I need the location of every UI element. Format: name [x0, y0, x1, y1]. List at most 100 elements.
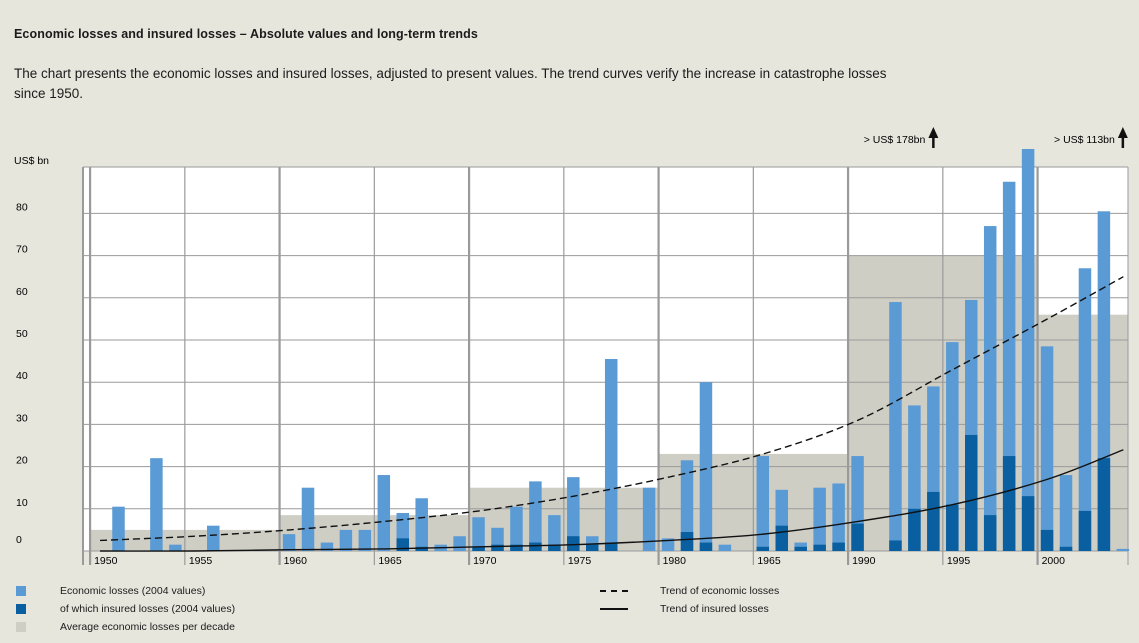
bar-economic-1973 — [529, 481, 542, 551]
bar-economic-1962 — [320, 542, 334, 551]
bar-insured-1970 — [472, 546, 485, 551]
y-axis: 0 10 20 30 40 50 60 70 80 — [16, 201, 28, 546]
bar-economic-1983 — [718, 544, 732, 551]
bar-economic-1989 — [832, 483, 845, 551]
bar-insured-1975 — [567, 536, 580, 551]
bar-economic-1967 — [415, 498, 428, 551]
bar-insured-2000 — [1040, 529, 1054, 551]
bar-insured-1977 — [604, 542, 618, 551]
bar-insured-1999 — [1021, 496, 1035, 551]
legend-trend-economic: Trend of economic losses — [600, 585, 779, 597]
y-tick-label-20: 20 — [16, 455, 28, 467]
legend-label-trend-economic: Trend of economic losses — [660, 585, 780, 597]
x-tick-label-1995: 1995 — [947, 555, 971, 567]
bar-economic-1969 — [453, 536, 466, 551]
bar-insured-1967 — [415, 546, 428, 551]
annotations-layer: > US$ 178bn > US$ 113bn — [864, 127, 1128, 148]
bar-economic-1997 — [983, 226, 997, 551]
bar-insured-1990 — [851, 523, 864, 551]
bar-insured-1987 — [794, 546, 807, 551]
bars-layer — [112, 149, 1130, 552]
y-tick-label-50: 50 — [16, 328, 28, 340]
y-tick-label-40: 40 — [16, 370, 28, 382]
bar-economic-1992 — [889, 302, 902, 551]
x-tick-label-1985: 1965 — [757, 555, 781, 567]
bar-insured-1993 — [908, 508, 921, 551]
bar-insured-1988 — [813, 544, 826, 551]
bar-economic-1999 — [1021, 149, 1035, 551]
trend-layer — [100, 276, 1124, 552]
bar-economic-1961 — [301, 487, 315, 551]
bar-economic-1988 — [813, 487, 826, 551]
legend-line-dashed — [600, 590, 628, 592]
legend-economic: Economic losses (2004 values) — [16, 585, 205, 597]
bar-economic-1981 — [680, 460, 694, 551]
bar-economic-1972 — [510, 506, 523, 551]
bar-insured-2001 — [1059, 546, 1073, 551]
annotation-arrow-head-1994 — [928, 127, 939, 138]
annotation-label-2004: > US$ 113bn — [1054, 134, 1115, 146]
trend-line-economic — [100, 276, 1124, 542]
y-tick-label-10: 10 — [16, 497, 28, 509]
x-tick-label-1960: 1960 — [284, 555, 308, 567]
bar-insured-2002 — [1078, 510, 1092, 551]
bar-insured-1989 — [832, 542, 845, 551]
bar-insured-2003 — [1097, 458, 1111, 551]
bar-insured-1973 — [529, 542, 542, 551]
legend-trend-insured: Trend of insured losses — [600, 603, 769, 615]
legend-insured: of which insured losses (2004 values) — [16, 603, 235, 615]
x-tick-label-1965: 1965 — [378, 555, 402, 567]
bar-economic-1977 — [604, 358, 618, 551]
bar-economic-1995 — [946, 342, 959, 551]
y-tick-label-30: 30 — [16, 412, 28, 424]
bar-insured-1985 — [756, 546, 770, 551]
y-axis-label: US$ bn — [14, 155, 49, 167]
bar-insured-1994 — [927, 491, 940, 551]
bar-insured-1998 — [1002, 456, 1016, 551]
x-tick-label-1950: 1950 — [94, 555, 118, 567]
x-tick-label-2000: 2000 — [1042, 555, 1066, 567]
bar-insured-1976 — [586, 544, 599, 551]
x-tick-label-1970: 1970 — [473, 555, 497, 567]
bar-economic-1982 — [699, 382, 713, 551]
legend-label-insured: of which insured losses (2004 values) — [60, 603, 236, 615]
legend-label-economic: Economic losses (2004 values) — [60, 585, 206, 597]
bar-economic-1956 — [207, 525, 220, 551]
legend-swatch-decade-avg — [16, 622, 26, 632]
bar-economic-1951 — [112, 506, 125, 551]
legend-label-trend-insured: Trend of insured losses — [660, 603, 769, 615]
legend-decade-avg: Average economic losses per decade — [16, 621, 235, 633]
y-tick-label-80: 80 — [16, 201, 28, 213]
bar-economic-2001 — [1059, 475, 1073, 551]
bar-economic-2004 — [1116, 548, 1130, 551]
bar-economic-1965 — [377, 475, 391, 551]
chart-title: Economic losses and insured losses – Abs… — [14, 27, 478, 41]
x-tick-label-1990: 1990 — [852, 555, 876, 567]
bar-insured-1996 — [965, 434, 978, 551]
chart-subtitle: The chart presents the economic losses a… — [14, 66, 887, 101]
bar-insured-1981 — [680, 532, 694, 551]
bar-economic-1954 — [169, 544, 182, 551]
bar-economic-2002 — [1078, 268, 1092, 551]
legend-label-decade-avg: Average economic losses per decade — [60, 621, 235, 633]
bar-insured-1972 — [510, 544, 523, 551]
bar-economic-1964 — [358, 529, 372, 551]
annotation-label-1994: > US$ 178bn — [864, 134, 926, 146]
bar-economic-1960 — [282, 534, 296, 551]
legend-swatch-insured — [16, 604, 26, 614]
y-tick-label-0: 0 — [16, 534, 22, 546]
y-tick-label-60: 60 — [16, 286, 28, 298]
bar-economic-1985 — [756, 456, 770, 551]
legend-line-solid — [600, 608, 628, 610]
bar-economic-1953 — [150, 458, 163, 551]
bar-insured-1974 — [548, 544, 561, 551]
bar-economic-1963 — [339, 529, 353, 551]
bar-economic-2000 — [1040, 346, 1054, 551]
bar-insured-1997 — [983, 515, 997, 551]
bar-economic-1974 — [548, 515, 561, 551]
bar-insured-1971 — [491, 544, 504, 551]
trend-line-insured — [100, 449, 1124, 552]
y-tick-label-70: 70 — [16, 244, 28, 256]
bar-insured-1986 — [775, 525, 789, 551]
